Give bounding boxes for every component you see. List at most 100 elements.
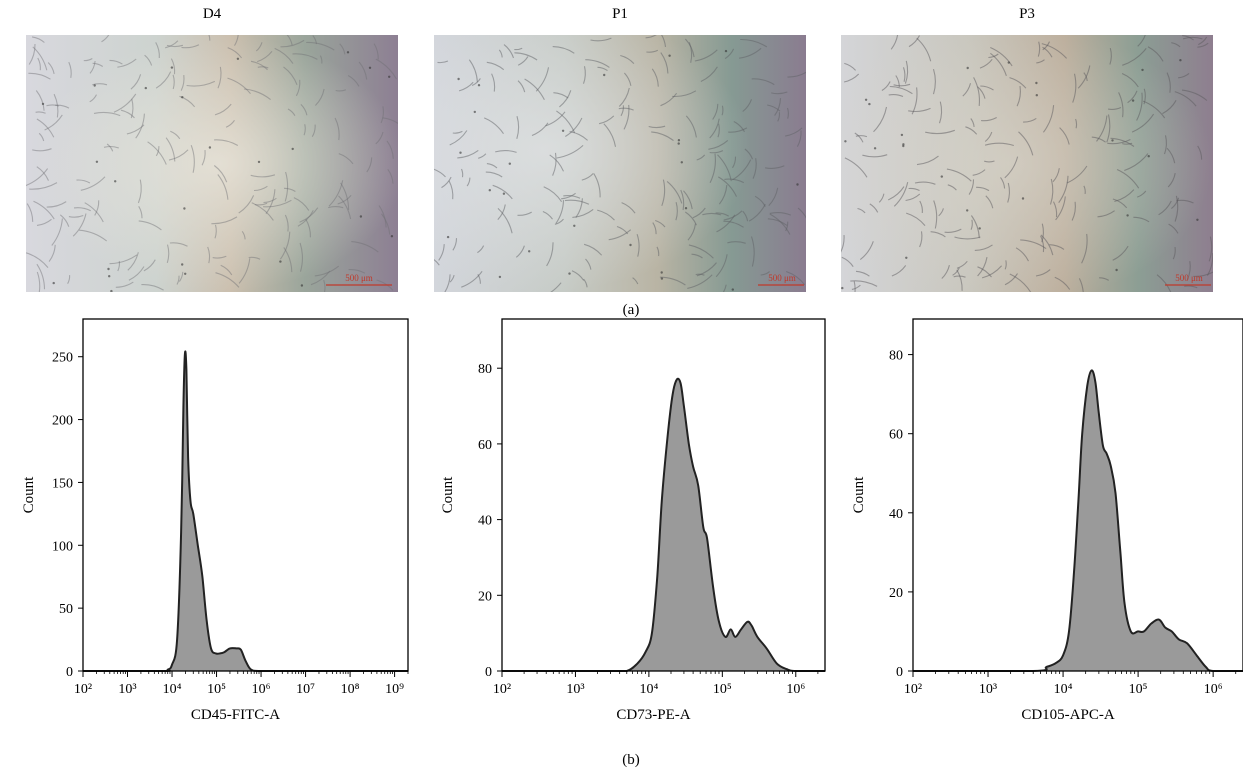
cell-streak bbox=[977, 257, 988, 277]
cell-streak bbox=[1198, 36, 1208, 46]
cell-streak bbox=[83, 58, 93, 62]
cell-streak bbox=[315, 88, 325, 106]
debris-dot bbox=[390, 235, 394, 238]
x-tick-label: 10⁶ bbox=[786, 682, 805, 697]
debris-dot bbox=[457, 77, 460, 81]
histogram-cd45-svg: 0 50 100 150 200 250 10² 10³ 10⁴ 10⁵ 10⁶ 10⁷ 10⁸ 10⁹ C… bbox=[21, 318, 409, 723]
cell-streak bbox=[623, 104, 630, 130]
cell-streak bbox=[1197, 42, 1209, 48]
cell-streak bbox=[375, 58, 397, 80]
cell-streak bbox=[786, 107, 789, 119]
cell-streak bbox=[127, 252, 139, 271]
micrograph-p1-image: 500 μm bbox=[434, 35, 806, 292]
cell-streak bbox=[702, 212, 722, 216]
debris-dot bbox=[459, 151, 462, 154]
debris-dot bbox=[900, 133, 904, 137]
debris-dot bbox=[1141, 68, 1144, 72]
cell-streak bbox=[382, 117, 398, 125]
cell-streak bbox=[555, 200, 565, 224]
cell-streak bbox=[137, 179, 142, 204]
cell-streak bbox=[985, 195, 994, 209]
cell-streak bbox=[483, 117, 504, 135]
cell-streak bbox=[1114, 189, 1135, 203]
cell-streak bbox=[962, 83, 972, 97]
debris-dot bbox=[902, 144, 905, 148]
debris-dot bbox=[477, 84, 481, 87]
cell-streak bbox=[337, 195, 352, 205]
cell-streak bbox=[752, 158, 757, 179]
cell-streak bbox=[990, 46, 1013, 67]
cell-streak bbox=[498, 49, 503, 58]
debris-dot bbox=[346, 51, 350, 54]
debris-dot bbox=[488, 189, 491, 192]
cell-streak bbox=[857, 207, 866, 214]
cell-streak bbox=[36, 218, 52, 226]
cell-streak bbox=[685, 115, 697, 138]
x-axis-title: CD73-PE-A bbox=[616, 707, 690, 723]
cell-streak bbox=[55, 104, 70, 109]
cell-streak bbox=[524, 78, 545, 101]
debris-dot bbox=[731, 288, 734, 291]
cell-streak bbox=[1041, 43, 1068, 59]
cell-streak bbox=[32, 46, 48, 71]
cell-streak bbox=[981, 117, 997, 122]
cell-streak bbox=[347, 75, 360, 87]
cell-streak bbox=[38, 132, 45, 142]
cell-streak bbox=[155, 146, 160, 157]
debris-dot bbox=[368, 66, 372, 69]
cell-streak bbox=[902, 67, 906, 82]
cell-streak bbox=[299, 207, 319, 223]
cell-streak bbox=[911, 87, 918, 115]
x-tick-label: 10⁴ bbox=[639, 682, 658, 697]
cell-streak bbox=[1124, 153, 1149, 172]
cell-streak bbox=[319, 55, 323, 64]
cell-streak bbox=[904, 60, 909, 84]
cell-streak bbox=[675, 202, 678, 221]
cell-streak bbox=[35, 111, 46, 114]
cell-streak bbox=[1099, 277, 1109, 281]
cell-streak bbox=[914, 181, 936, 185]
cell-streak bbox=[44, 114, 63, 131]
x-tick-label: 10² bbox=[74, 682, 92, 697]
cell-streak bbox=[774, 98, 782, 116]
cell-streak bbox=[72, 213, 87, 237]
x-tick-label: 10⁴ bbox=[1054, 682, 1073, 697]
cell-streak bbox=[1037, 41, 1041, 57]
cell-streak bbox=[80, 176, 106, 191]
cell-streak bbox=[970, 118, 975, 127]
x-tick-label: 10² bbox=[493, 682, 511, 697]
cell-streak bbox=[517, 211, 532, 216]
cell-streak bbox=[335, 89, 347, 92]
y-tick-label: 40 bbox=[478, 514, 492, 529]
cell-streak bbox=[373, 43, 379, 60]
cell-streak bbox=[263, 199, 292, 208]
cell-streak bbox=[683, 190, 693, 210]
cell-streak bbox=[938, 208, 944, 217]
cell-streak bbox=[691, 253, 703, 259]
debris-dot bbox=[978, 227, 981, 230]
cell-streak bbox=[214, 139, 239, 146]
cell-streak bbox=[980, 85, 994, 91]
cell-streak bbox=[176, 275, 180, 285]
debris-dot bbox=[844, 140, 847, 143]
cell-streak bbox=[925, 129, 955, 135]
cell-streak bbox=[873, 106, 888, 133]
cell-streak bbox=[1186, 261, 1191, 281]
cell-streak bbox=[172, 74, 175, 90]
cell-streak bbox=[1075, 118, 1078, 129]
cell-streak bbox=[141, 284, 164, 291]
cell-streak bbox=[466, 177, 471, 187]
cell-streak bbox=[1112, 198, 1128, 209]
cell-streak bbox=[1171, 197, 1180, 210]
cell-streak bbox=[486, 163, 498, 169]
cell-streak bbox=[1118, 92, 1124, 118]
cell-streak bbox=[723, 220, 744, 228]
cell-streak bbox=[771, 91, 788, 95]
debris-dot bbox=[208, 146, 212, 149]
debris-dot bbox=[95, 160, 99, 163]
debris-dot bbox=[660, 277, 664, 280]
cell-streak bbox=[1166, 147, 1176, 164]
cell-streak bbox=[786, 270, 806, 286]
cell-streak bbox=[851, 284, 861, 290]
cell-streak bbox=[358, 61, 368, 80]
